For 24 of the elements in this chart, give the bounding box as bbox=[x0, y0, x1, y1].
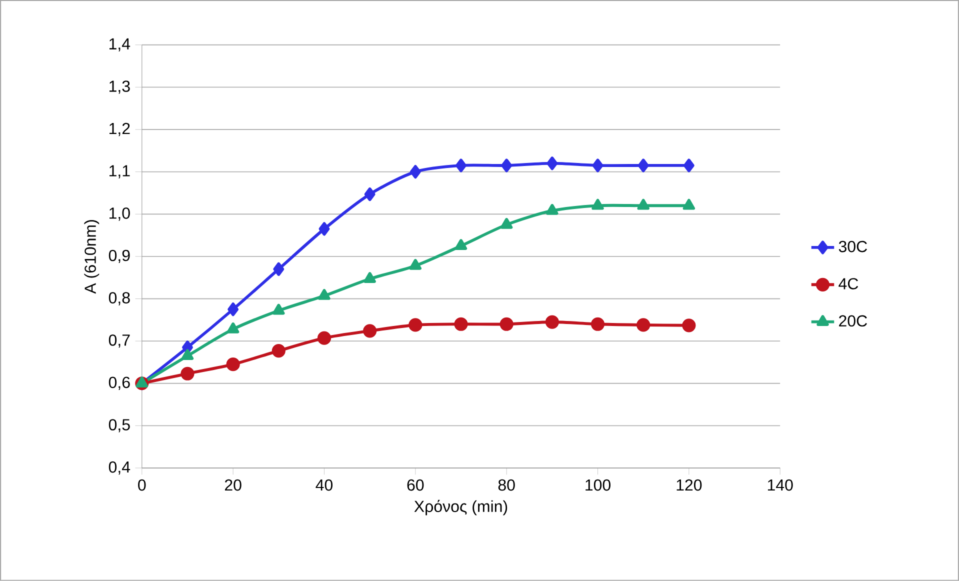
x-tick-label: 20 bbox=[224, 479, 242, 491]
x-axis-title: Χρόνος (min) bbox=[414, 500, 508, 516]
y-tick-label: 1,1 bbox=[109, 165, 130, 178]
legend-label: 4C bbox=[838, 278, 858, 290]
y-tick-label: 0,5 bbox=[108, 419, 130, 432]
x-tick-label: 80 bbox=[498, 479, 515, 491]
legend-label: 30C bbox=[838, 240, 867, 252]
y-tick-label: 0,8 bbox=[108, 292, 130, 306]
y-tick-label: 1,4 bbox=[109, 38, 130, 52]
x-tick-label: 60 bbox=[407, 479, 424, 491]
y-tick-label: 0,7 bbox=[108, 334, 130, 348]
x-tick-label: 0 bbox=[138, 479, 146, 491]
x-tick-label: 140 bbox=[768, 479, 793, 491]
y-tick-label: 1,0 bbox=[109, 208, 130, 221]
x-tick-label: 120 bbox=[676, 479, 702, 491]
x-tick-label: 40 bbox=[316, 479, 333, 491]
y-axis-title: A (610nm) bbox=[84, 220, 100, 294]
legend-label: 20C bbox=[839, 315, 867, 327]
y-tick-label: 0,9 bbox=[108, 250, 130, 264]
x-tick-label: 100 bbox=[586, 479, 610, 491]
y-tick-label: 0,6 bbox=[108, 376, 130, 390]
y-tick-label: 0,4 bbox=[108, 461, 130, 475]
y-tick-label: 1,3 bbox=[109, 80, 130, 94]
y-tick-label: 1,2 bbox=[109, 122, 130, 136]
